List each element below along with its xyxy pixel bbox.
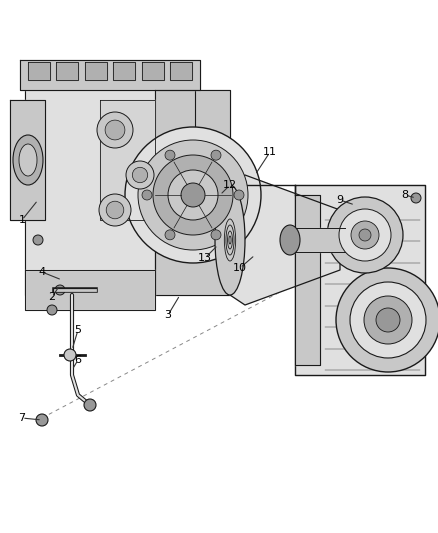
- Polygon shape: [20, 60, 200, 90]
- Circle shape: [126, 161, 154, 189]
- Polygon shape: [141, 62, 164, 80]
- Text: 9: 9: [336, 195, 343, 205]
- Polygon shape: [113, 62, 135, 80]
- Circle shape: [106, 201, 124, 219]
- Polygon shape: [10, 100, 45, 220]
- Circle shape: [47, 305, 57, 315]
- Text: 3: 3: [165, 310, 172, 320]
- Circle shape: [33, 235, 43, 245]
- Circle shape: [181, 183, 205, 207]
- Polygon shape: [85, 62, 107, 80]
- Text: 2: 2: [49, 292, 56, 302]
- Circle shape: [234, 190, 244, 200]
- Circle shape: [211, 150, 221, 160]
- Circle shape: [168, 170, 218, 220]
- Circle shape: [105, 120, 125, 140]
- Circle shape: [99, 194, 131, 226]
- Circle shape: [351, 221, 379, 249]
- Circle shape: [125, 127, 261, 263]
- Circle shape: [359, 229, 371, 241]
- Text: 4: 4: [39, 267, 46, 277]
- Circle shape: [138, 140, 248, 250]
- Polygon shape: [25, 75, 195, 295]
- Circle shape: [84, 399, 96, 411]
- Ellipse shape: [280, 225, 300, 255]
- Circle shape: [339, 209, 391, 261]
- Circle shape: [165, 150, 175, 160]
- Polygon shape: [28, 62, 50, 80]
- Polygon shape: [100, 100, 155, 220]
- Text: 5: 5: [74, 325, 81, 335]
- Polygon shape: [295, 185, 425, 375]
- Circle shape: [364, 296, 412, 344]
- Circle shape: [36, 414, 48, 426]
- Text: 6: 6: [74, 355, 81, 365]
- Polygon shape: [170, 62, 192, 80]
- Circle shape: [411, 193, 421, 203]
- Ellipse shape: [19, 144, 37, 176]
- Circle shape: [142, 190, 152, 200]
- Circle shape: [327, 197, 403, 273]
- Circle shape: [376, 308, 400, 332]
- Ellipse shape: [13, 135, 43, 185]
- Text: 8: 8: [402, 190, 409, 200]
- Text: 7: 7: [18, 413, 25, 423]
- Circle shape: [97, 112, 133, 148]
- Polygon shape: [57, 62, 78, 80]
- Text: 1: 1: [18, 215, 25, 225]
- Circle shape: [64, 349, 76, 361]
- Circle shape: [165, 230, 175, 240]
- Circle shape: [55, 285, 65, 295]
- Ellipse shape: [215, 185, 245, 295]
- Circle shape: [211, 230, 221, 240]
- Polygon shape: [25, 270, 155, 310]
- Text: 13: 13: [198, 253, 212, 263]
- Circle shape: [132, 167, 148, 183]
- Text: 12: 12: [223, 180, 237, 190]
- Text: 10: 10: [233, 263, 247, 273]
- Text: 11: 11: [263, 147, 277, 157]
- Circle shape: [153, 155, 233, 235]
- Polygon shape: [295, 195, 320, 365]
- Circle shape: [336, 268, 438, 372]
- Polygon shape: [155, 90, 230, 295]
- Circle shape: [350, 282, 426, 358]
- Polygon shape: [230, 175, 340, 305]
